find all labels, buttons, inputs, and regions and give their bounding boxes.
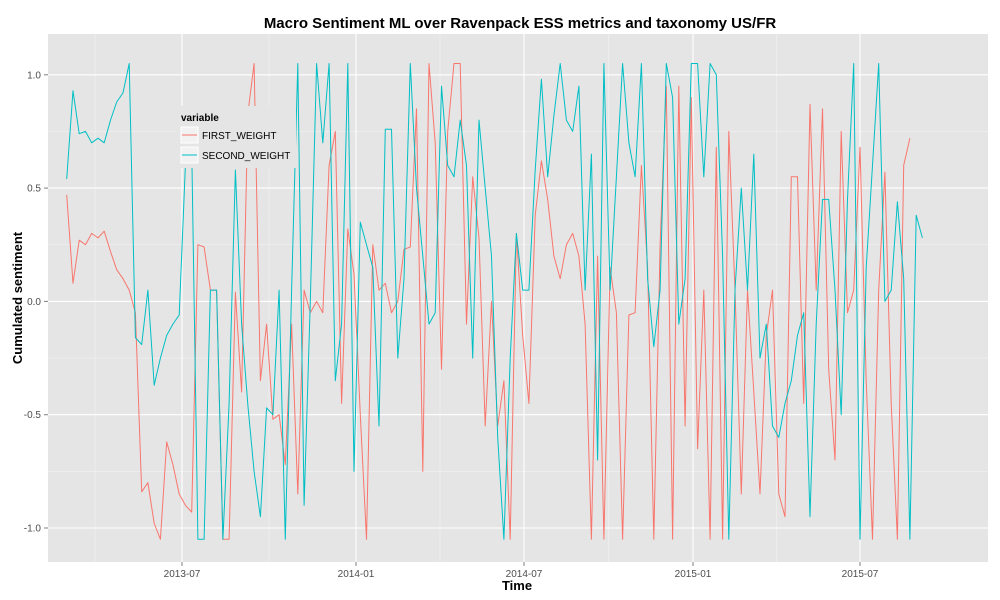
series-line-first-weight <box>66 63 911 540</box>
chart-title: Macro Sentiment ML over Ravenpack ESS me… <box>264 15 777 32</box>
y-tick-label: -1.0 <box>24 524 42 535</box>
y-axis-title: Cumulated sentiment <box>10 231 25 364</box>
x-axis: 2013-07 2014-01 2014-07 2015-01 2015-07 <box>164 562 879 580</box>
y-tick-label: 0.5 <box>27 184 41 195</box>
x-tick-label: 2013-07 <box>164 569 201 580</box>
x-tick-label: 2015-07 <box>842 569 879 580</box>
x-tick-label: 2014-01 <box>338 569 375 580</box>
x-tick-label: 2014-07 <box>506 569 543 580</box>
x-axis-title: Time <box>502 578 532 593</box>
y-axis: -1.0 -0.5 0.0 0.5 1.0 <box>24 70 48 535</box>
legend-label-second-weight: SECOND_WEIGHT <box>202 151 290 162</box>
grid-lines <box>48 34 988 562</box>
series-layer <box>66 63 923 540</box>
y-tick-label: 0.0 <box>27 297 41 308</box>
legend: variable FIRST_WEIGHT SECOND_WEIGHT <box>176 106 296 168</box>
y-tick-label: -0.5 <box>24 410 42 421</box>
x-tick-label: 2015-01 <box>675 569 712 580</box>
legend-label-first-weight: FIRST_WEIGHT <box>202 131 276 142</box>
series-line-second-weight <box>66 63 923 540</box>
y-tick-label: 1.0 <box>27 70 41 81</box>
legend-title: variable <box>181 113 219 124</box>
